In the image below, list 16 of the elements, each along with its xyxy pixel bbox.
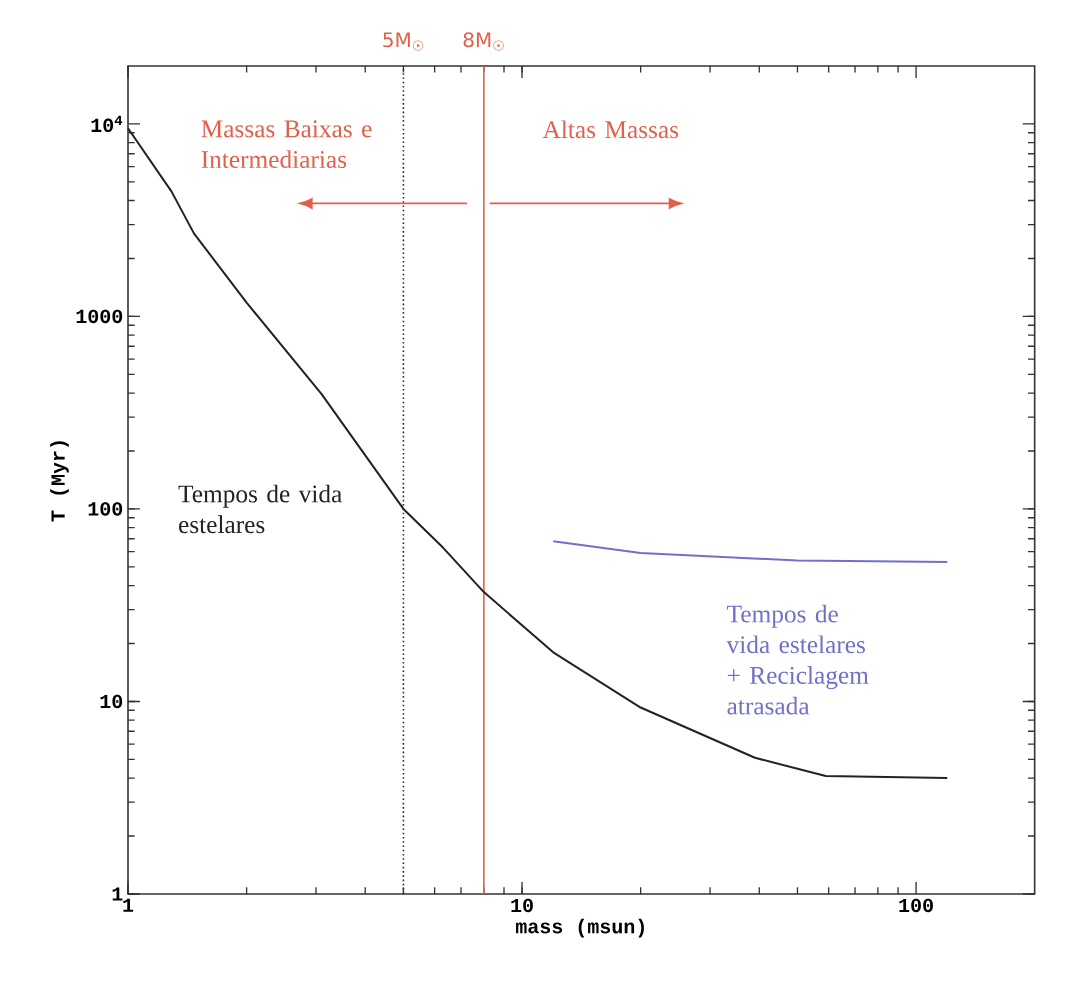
- x-tick-label: 10: [511, 898, 533, 913]
- annotation: Massas Baixas e Intermediarias: [201, 120, 372, 169]
- y-axis-title: T (Myr): [50, 441, 69, 522]
- x-tick-label: 100: [899, 898, 933, 913]
- x-tick-label: 1: [123, 898, 134, 912]
- series-label: Tempos de vida estelares + Reciclagem atrasada: [726, 604, 869, 715]
- ref-line-label: 5M$_{☉}$: [383, 32, 424, 51]
- annotation: Altas Massas: [542, 120, 679, 139]
- ref-line-label: 8M$_{☉}$: [463, 32, 504, 51]
- y-tick-label: 10$^{4}$: [91, 115, 123, 133]
- y-tick-label: 10: [100, 694, 123, 709]
- y-tick-label: 100: [88, 502, 123, 516]
- y-tick-label: 1000: [76, 309, 123, 324]
- x-axis-title: mass (msun): [516, 918, 644, 938]
- y-tick-label: 1: [112, 887, 123, 901]
- series-label: Tempos de vida estelares: [178, 484, 342, 534]
